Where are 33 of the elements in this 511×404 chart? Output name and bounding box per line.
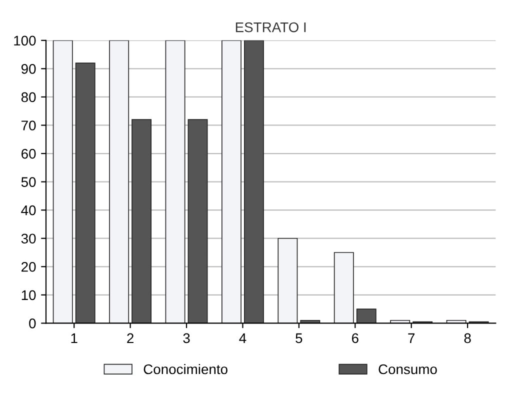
y-tick-label: 30	[21, 234, 36, 244]
y-tick-label: 80	[21, 92, 36, 102]
y-tick-label: 20	[22, 262, 36, 272]
x-tick-label: 6	[352, 333, 358, 344]
bar	[109, 40, 130, 324]
bar	[278, 238, 298, 324]
bar	[188, 119, 208, 324]
bar	[165, 40, 186, 324]
x-tick-label: 7	[408, 333, 415, 343]
x-tick-label: 3	[183, 333, 190, 344]
x-tick-label: 1	[71, 333, 78, 343]
y-tick-label: 60	[22, 148, 36, 159]
legend-label: Consumo	[378, 364, 437, 374]
bar	[52, 40, 73, 324]
bar	[222, 40, 242, 324]
y-tick-label: 10	[22, 290, 36, 300]
bar	[356, 308, 376, 324]
legend-label: Conocimiento	[144, 364, 228, 374]
bar	[75, 62, 96, 324]
bar	[334, 252, 354, 324]
y-tick-label: 90	[21, 64, 36, 74]
x-tick-label: 4	[239, 333, 246, 343]
x-tick-label: 5	[296, 333, 302, 344]
y-tick-label: 0	[29, 318, 36, 328]
y-tick-label: 50	[21, 177, 36, 187]
x-tick-label: 2	[127, 333, 134, 343]
chart-title: ESTRATO I	[236, 22, 306, 32]
y-tick-label: 100	[14, 36, 36, 46]
bar	[244, 40, 264, 324]
bar	[132, 119, 152, 324]
x-tick-label: 8	[464, 333, 471, 344]
y-tick-label: 40	[21, 205, 36, 216]
y-tick-label: 70	[22, 120, 36, 130]
